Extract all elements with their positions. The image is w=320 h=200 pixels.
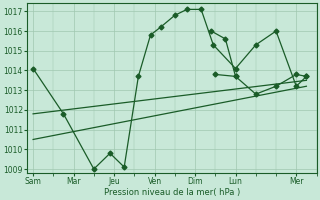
X-axis label: Pression niveau de la mer( hPa ): Pression niveau de la mer( hPa ) — [104, 188, 240, 197]
